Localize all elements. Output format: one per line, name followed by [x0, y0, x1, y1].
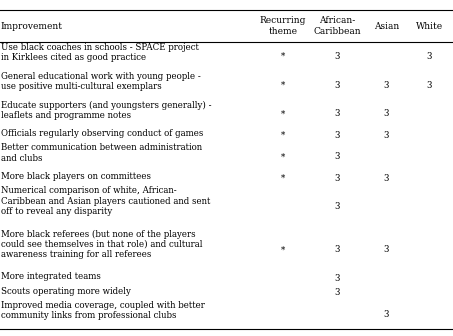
Text: 3: 3 [384, 310, 389, 319]
Text: Improved media coverage, coupled with better
community links from professional c: Improved media coverage, coupled with be… [1, 301, 205, 320]
Text: Use black coaches in schools - SPACE project
in Kirklees cited as good practice: Use black coaches in schools - SPACE pro… [1, 43, 199, 62]
Text: 3: 3 [335, 246, 340, 254]
Text: *: * [281, 131, 285, 140]
Text: 3: 3 [335, 203, 340, 211]
Text: 3: 3 [335, 131, 340, 140]
Text: Numerical comparison of white, African-
Caribbean and Asian players cautioned an: Numerical comparison of white, African- … [1, 186, 210, 216]
Text: Improvement: Improvement [1, 22, 63, 31]
Text: 3: 3 [335, 152, 340, 161]
Text: 3: 3 [384, 81, 389, 90]
Text: More black referees (but none of the players
could see themselves in that role) : More black referees (but none of the pla… [1, 229, 202, 259]
Text: Educate supporters (and youngsters generally) -
leaflets and programme notes: Educate supporters (and youngsters gener… [1, 100, 212, 120]
Text: 3: 3 [384, 174, 389, 183]
Text: 3: 3 [335, 81, 340, 90]
Text: Asian: Asian [374, 22, 399, 31]
Text: Scouts operating more widely: Scouts operating more widely [1, 287, 131, 296]
Text: *: * [281, 152, 285, 161]
Text: *: * [281, 52, 285, 61]
Text: Recurring
theme: Recurring theme [260, 16, 306, 36]
Text: 3: 3 [335, 174, 340, 183]
Text: *: * [281, 246, 285, 254]
Text: 3: 3 [335, 52, 340, 61]
Text: *: * [281, 81, 285, 90]
Text: General educational work with young people -
use positive multi-cultural exempla: General educational work with young peop… [1, 72, 201, 91]
Text: 3: 3 [335, 109, 340, 118]
Text: African-
Caribbean: African- Caribbean [313, 16, 361, 36]
Text: 3: 3 [335, 274, 340, 283]
Text: More integrated teams: More integrated teams [1, 272, 101, 282]
Text: More black players on committees: More black players on committees [1, 172, 151, 181]
Text: *: * [281, 109, 285, 118]
Text: 3: 3 [427, 81, 432, 90]
Text: *: * [281, 174, 285, 183]
Text: Officials regularly observing conduct of games: Officials regularly observing conduct of… [1, 129, 203, 138]
Text: 3: 3 [384, 246, 389, 254]
Text: White: White [416, 22, 443, 31]
Text: 3: 3 [384, 109, 389, 118]
Text: 3: 3 [427, 52, 432, 61]
Text: 3: 3 [335, 289, 340, 297]
Text: Better communication between administration
and clubs: Better communication between administrat… [1, 143, 202, 163]
Text: 3: 3 [384, 131, 389, 140]
